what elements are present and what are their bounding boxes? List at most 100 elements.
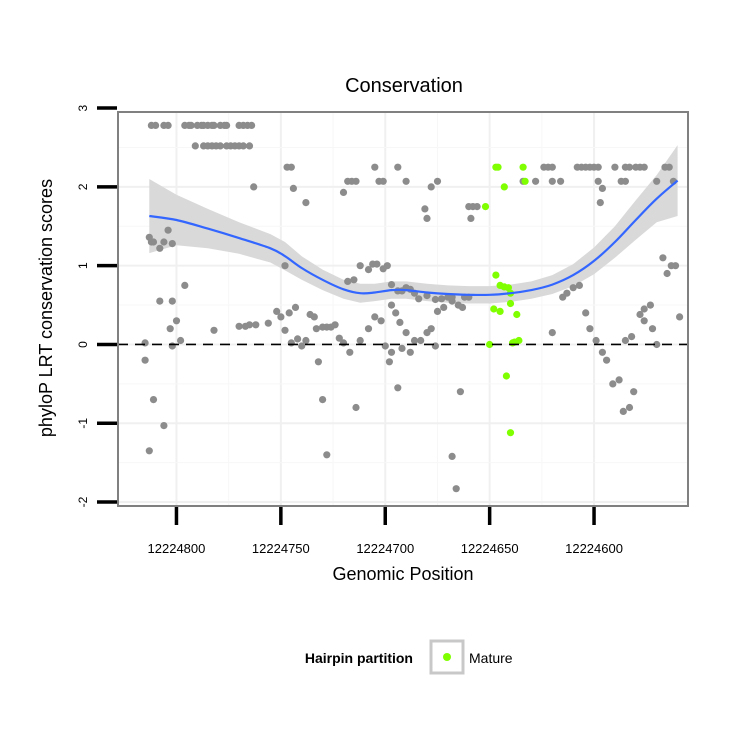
confidence-ribbon	[149, 145, 678, 304]
x-tick-label: 12224750	[252, 541, 310, 556]
data-point	[423, 214, 431, 222]
panel-background	[118, 112, 688, 506]
data-point	[628, 333, 636, 341]
data-point	[548, 177, 556, 185]
data-point-mature	[492, 271, 500, 279]
data-point	[181, 281, 189, 289]
x-tick-label: 12224600	[565, 541, 623, 556]
data-point	[352, 403, 360, 412]
data-point	[548, 329, 556, 337]
data-point	[356, 262, 364, 270]
data-point	[458, 303, 467, 311]
data-point	[387, 281, 396, 289]
data-point	[596, 199, 604, 207]
data-point	[168, 297, 176, 305]
data-point	[467, 214, 475, 222]
data-point	[402, 329, 410, 337]
mature-points	[481, 163, 529, 437]
data-point	[663, 269, 671, 278]
data-point	[141, 356, 149, 364]
data-point	[625, 163, 634, 171]
data-point-mature	[506, 299, 515, 308]
data-point	[377, 317, 385, 325]
data-point	[352, 177, 360, 185]
data-point	[396, 318, 404, 326]
data-point	[452, 485, 460, 493]
data-point	[415, 295, 423, 303]
data-point	[289, 184, 297, 192]
data-point	[250, 183, 258, 191]
data-point	[373, 260, 381, 268]
data-point	[216, 142, 224, 150]
data-point-mature	[496, 307, 504, 315]
data-point	[385, 358, 393, 366]
data-point	[621, 336, 630, 345]
data-point	[245, 321, 254, 329]
data-point	[621, 177, 630, 185]
data-point	[287, 163, 295, 171]
data-point	[381, 342, 389, 350]
legend-title: Hairpin partition	[305, 650, 413, 666]
data-point-mature	[486, 340, 494, 349]
data-point	[582, 309, 590, 317]
y-tick-label: 1	[76, 262, 90, 269]
data-point	[392, 309, 400, 317]
data-point	[364, 325, 373, 333]
data-point	[285, 309, 293, 317]
data-point-mature	[513, 310, 521, 319]
data-point	[371, 313, 379, 321]
data-point-mature	[502, 372, 510, 380]
data-point	[168, 240, 176, 248]
y-axis-label: phyloP LRT conservation scores	[36, 179, 56, 437]
data-point	[646, 301, 655, 309]
data-point-mature	[500, 183, 508, 191]
data-point	[659, 254, 667, 262]
data-point	[575, 281, 584, 289]
x-axis-label: Genomic Position	[332, 564, 473, 584]
data-point	[406, 348, 414, 356]
data-point	[160, 422, 168, 430]
x-tick-label: 12224700	[356, 541, 414, 556]
data-point	[423, 292, 431, 300]
data-point	[402, 177, 410, 185]
data-point	[394, 384, 402, 392]
data-point	[548, 163, 556, 171]
data-point	[598, 348, 607, 356]
data-point-mature	[490, 305, 498, 313]
data-point	[356, 336, 364, 345]
data-point	[335, 334, 343, 342]
data-point	[191, 142, 199, 150]
data-point	[312, 325, 320, 333]
data-point	[339, 188, 348, 196]
data-point-mature	[494, 163, 502, 171]
data-point	[653, 177, 661, 185]
x-tick-label: 12224650	[461, 541, 519, 556]
y-tick-label: -2	[76, 496, 90, 507]
data-point	[277, 313, 285, 321]
data-point	[235, 322, 243, 330]
data-point	[387, 301, 396, 309]
plot-panel	[117, 111, 689, 507]
data-point	[394, 163, 402, 171]
data-point	[344, 277, 352, 285]
legend-key-box	[429, 639, 465, 675]
data-point	[314, 358, 322, 366]
data-point	[156, 297, 164, 305]
data-point	[310, 313, 318, 321]
data-point	[611, 163, 619, 171]
data-point	[665, 163, 673, 171]
data-point	[364, 266, 373, 274]
data-point	[264, 319, 272, 327]
data-point	[636, 310, 644, 319]
data-point	[152, 121, 160, 129]
data-point	[379, 177, 387, 185]
data-point	[298, 342, 306, 350]
data-point	[210, 121, 218, 129]
data-point	[156, 244, 164, 252]
data-point	[676, 313, 684, 321]
data-point	[421, 205, 429, 213]
data-point	[417, 336, 425, 345]
data-point-mature	[504, 284, 512, 292]
data-point	[383, 262, 391, 270]
